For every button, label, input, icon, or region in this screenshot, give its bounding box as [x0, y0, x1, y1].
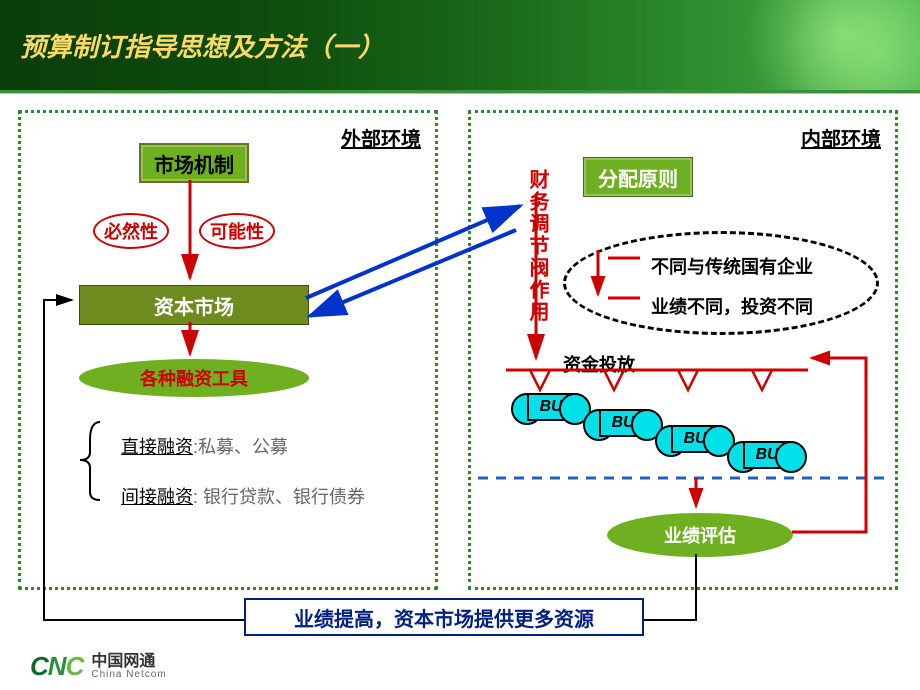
text-direct-financing: 直接融资:私募、公募 — [121, 433, 288, 459]
logo-text: 中国网通 China Netcom — [91, 654, 166, 680]
bubble-text-2: 业绩不同，投资不同 — [651, 293, 813, 319]
dashed-bubble — [563, 231, 879, 335]
vertical-text-valve: 财务调节阀作用 — [523, 169, 552, 323]
box-market-mechanism: 市场机制 — [139, 143, 249, 183]
label-fund-allocation: 资金投放 — [563, 351, 635, 377]
logo-en: China Netcom — [91, 670, 166, 680]
bu-unit-4: BU — [729, 441, 805, 469]
bu-unit-3: BU — [657, 425, 733, 453]
logo-zh: 中国网通 — [91, 654, 166, 670]
box-allocation-principle: 分配原则 — [583, 157, 693, 197]
bu-unit-1: BU — [513, 393, 589, 421]
bu-unit-2: BU — [585, 409, 661, 437]
box-capital-market: 资本市场 — [79, 285, 309, 325]
label-direct: 直接融资 — [121, 437, 193, 457]
logo-cnc: CNC — [30, 651, 83, 682]
header-divider — [0, 90, 920, 94]
ellipse-financing-tools: 各种融资工具 — [79, 359, 309, 397]
text-indirect-financing: 间接融资: 银行贷款、银行债券 — [121, 483, 365, 509]
diagram-canvas: 外部环境 市场机制 必然性 可能性 资本市场 各种融资工具 直接融资:私募、公募… — [0, 100, 920, 660]
ellipse-necessity: 必然性 — [93, 213, 169, 249]
page-title: 预算制订指导思想及方法（一） — [20, 27, 384, 64]
box-bottom-summary: 业绩提高，资本市场提供更多资源 — [244, 598, 644, 636]
panel-external: 外部环境 市场机制 必然性 可能性 资本市场 各种融资工具 直接融资:私募、公募… — [18, 110, 438, 590]
ellipse-possibility: 可能性 — [199, 213, 275, 249]
slide-header: 预算制订指导思想及方法（一） — [0, 0, 920, 90]
body-direct: :私募、公募 — [193, 437, 288, 457]
label-indirect: 间接融资 — [121, 487, 193, 507]
panel-label-external: 外部环境 — [341, 123, 421, 152]
footer-logo: CNC 中国网通 China Netcom — [30, 651, 167, 682]
panel-label-internal: 内部环境 — [801, 123, 881, 152]
ellipse-result-eval: 业绩评估 — [607, 513, 793, 557]
panel-internal: 内部环境 分配原则 不同与传统国有企业 业绩不同，投资不同 财务调节阀作用 资金… — [468, 110, 898, 590]
bubble-text-1: 不同与传统国有企业 — [651, 253, 813, 279]
body-indirect: : 银行贷款、银行债券 — [193, 487, 365, 507]
